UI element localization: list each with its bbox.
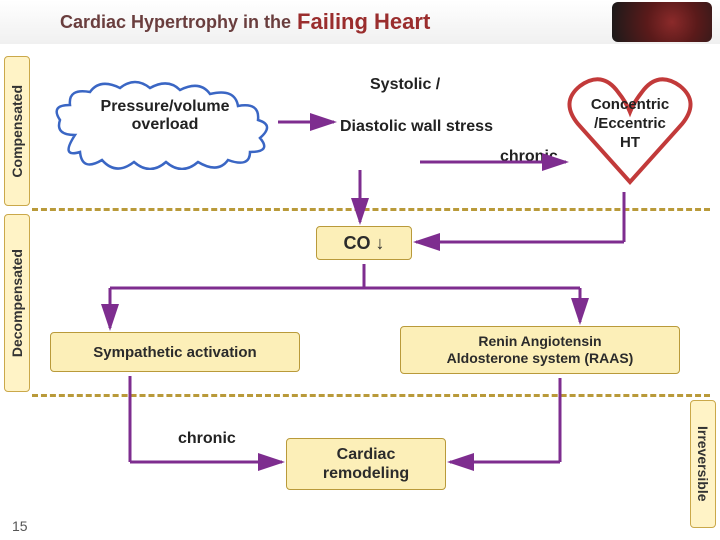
node-overload-label: Pressure/volume overload xyxy=(60,98,270,134)
raas-line1: Renin Angiotensin xyxy=(447,333,634,350)
label-chronic-1: chronic xyxy=(500,148,558,166)
node-co: CO ↓ xyxy=(316,226,412,260)
band-decompensated: Decompensated xyxy=(4,214,30,392)
label-chronic-2: chronic xyxy=(178,430,236,448)
band-decompensated-label: Decompensated xyxy=(9,249,25,357)
node-sympathetic: Sympathetic activation xyxy=(50,332,300,372)
band-irreversible-label: Irreversible xyxy=(695,426,711,502)
band-irreversible: Irreversible xyxy=(690,400,716,528)
remodeling-line2: remodeling xyxy=(323,464,409,483)
label-systolic: Systolic / xyxy=(370,76,440,94)
raas-text: Renin Angiotensin Aldosterone system (RA… xyxy=(447,333,634,367)
heart-line2: /Eccentric xyxy=(570,115,690,134)
heart-line1: Concentric xyxy=(570,96,690,115)
band-compensated: Compensated xyxy=(4,56,30,206)
node-raas: Renin Angiotensin Aldosterone system (RA… xyxy=(400,326,680,374)
slide-number: 15 xyxy=(12,518,28,534)
remodeling-text: Cardiac remodeling xyxy=(323,445,409,483)
label-diastolic: Diastolic wall stress xyxy=(340,118,493,136)
heart-line3: HT xyxy=(570,134,690,153)
node-remodeling: Cardiac remodeling xyxy=(286,438,446,490)
slide: Cardiac Hypertrophy in the Failing Heart… xyxy=(0,0,720,540)
divider-1 xyxy=(32,208,710,211)
node-heart-label: Concentric /Eccentric HT xyxy=(570,96,690,152)
overload-line1: Pressure/volume xyxy=(60,98,270,116)
band-compensated-label: Compensated xyxy=(9,85,25,178)
heart-thumbnail-image xyxy=(612,2,712,42)
divider-2 xyxy=(32,394,710,397)
title-part2: Failing Heart xyxy=(297,9,430,35)
co-text: CO ↓ xyxy=(343,233,384,254)
remodeling-line1: Cardiac xyxy=(323,445,409,464)
overload-line2: overload xyxy=(60,116,270,134)
raas-line2: Aldosterone system (RAAS) xyxy=(447,350,634,367)
title-part1: Cardiac Hypertrophy in the xyxy=(60,12,291,33)
sympathetic-text: Sympathetic activation xyxy=(93,344,256,361)
